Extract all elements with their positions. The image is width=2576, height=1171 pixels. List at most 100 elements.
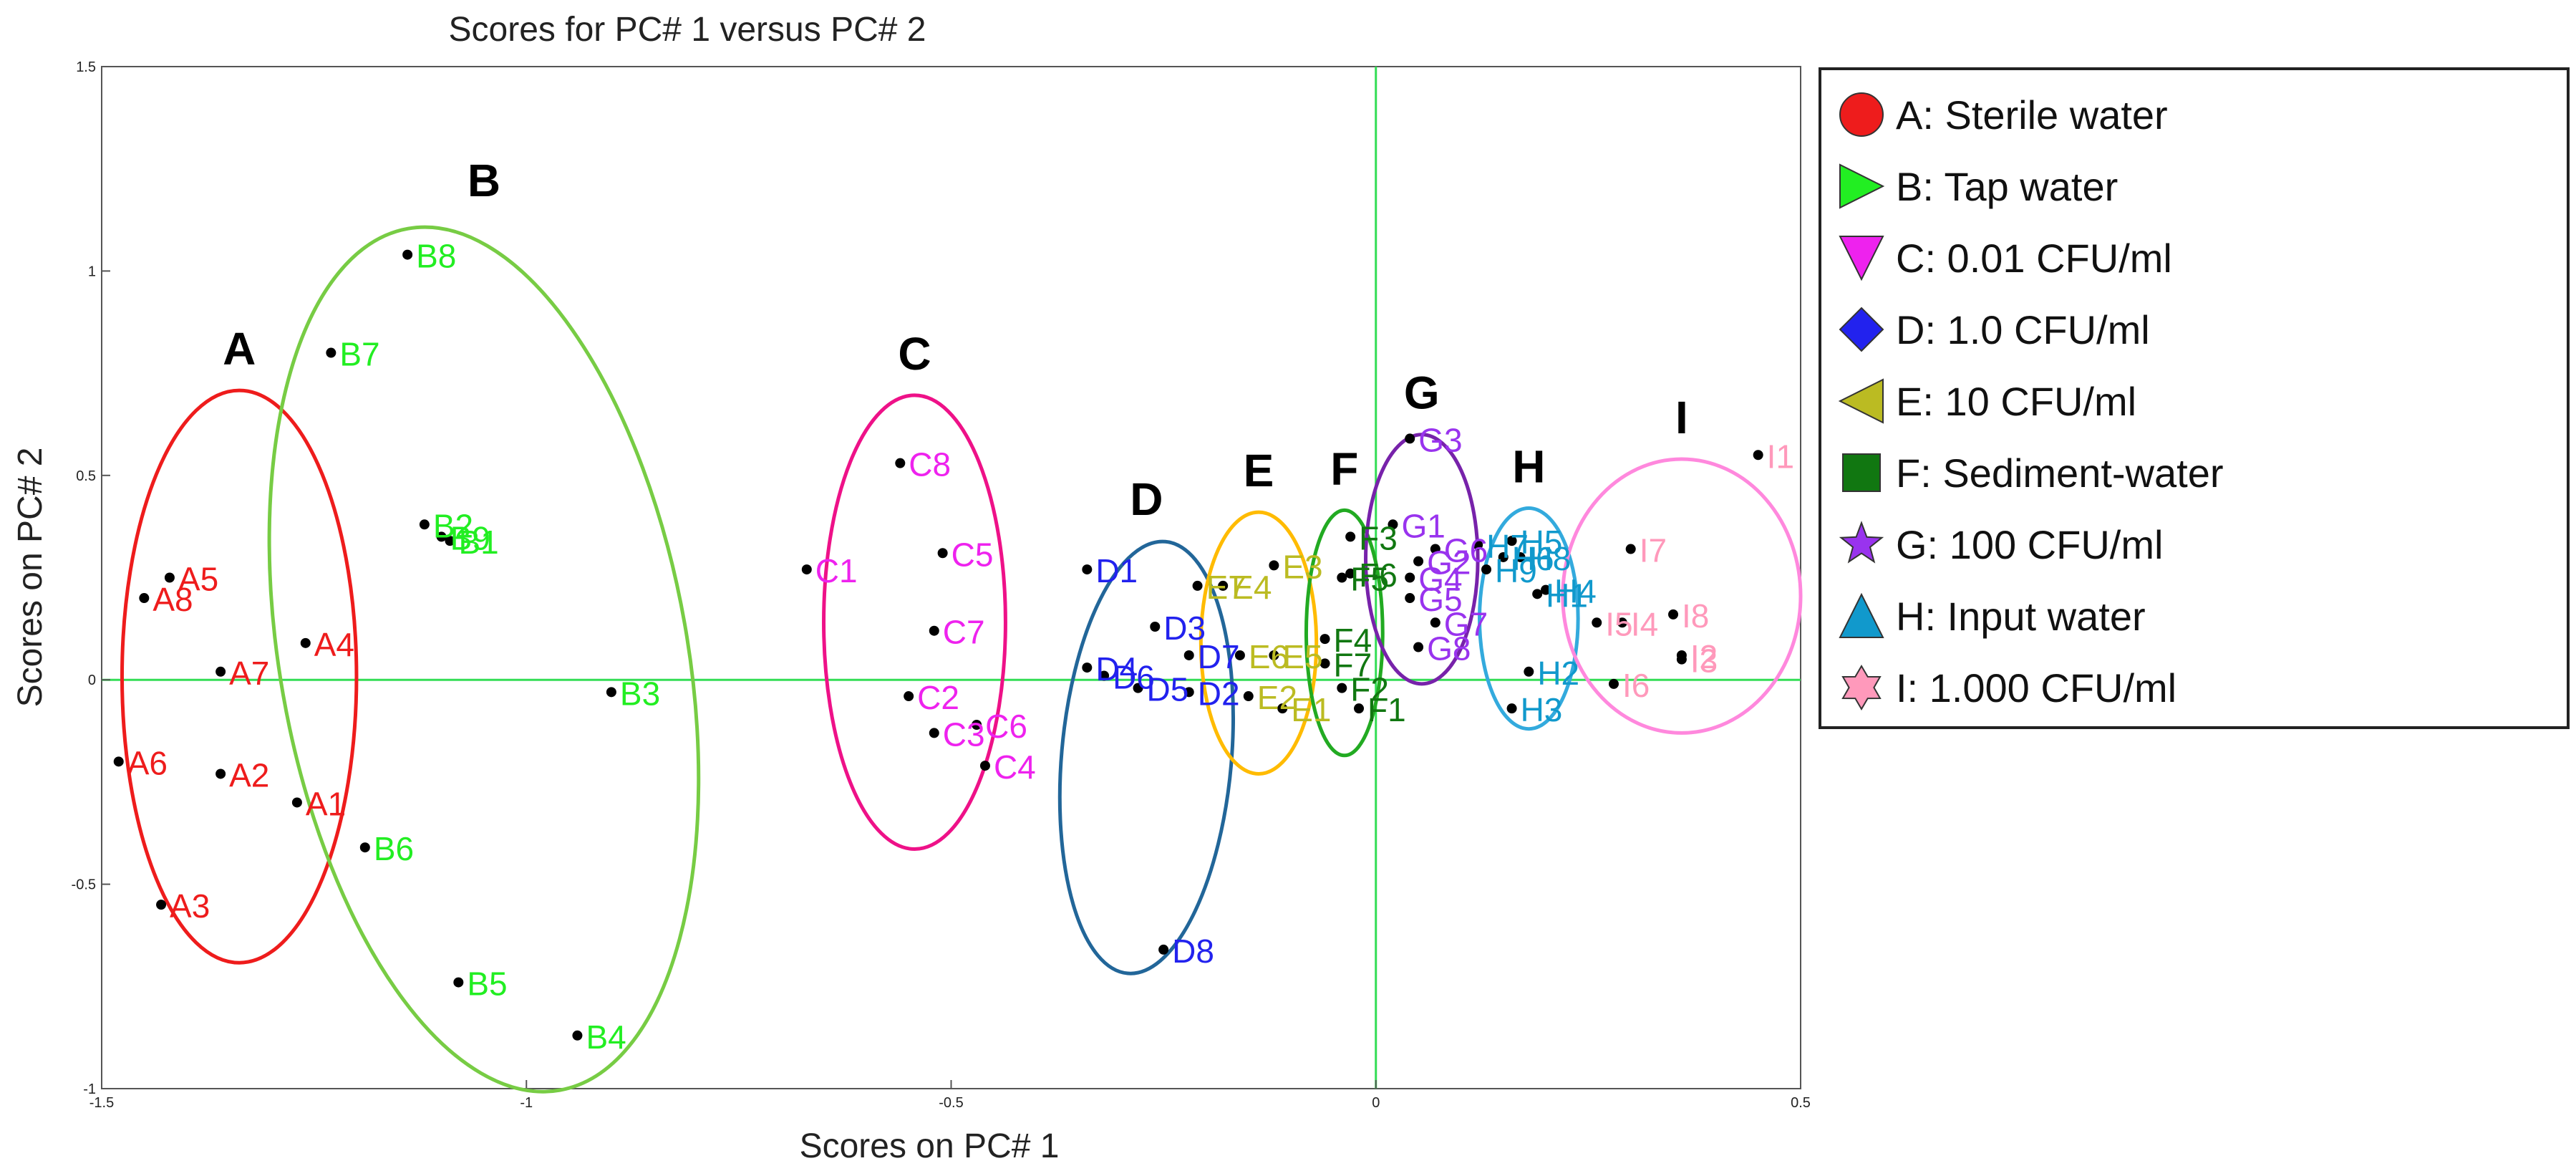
reference-lines: [102, 67, 1801, 1089]
point-label-g2: G2: [1427, 544, 1471, 582]
point-a6: [113, 756, 124, 767]
point-label-d2: D2: [1198, 675, 1240, 712]
point-h9: [1481, 564, 1491, 575]
cluster-letter-h: H: [1512, 440, 1545, 492]
point-c5: [937, 548, 948, 559]
point-label-h6: H6: [1512, 540, 1554, 577]
point-label-f4: F4: [1334, 622, 1372, 659]
point-h2: [1524, 666, 1534, 677]
cluster-letter-c: C: [898, 328, 931, 380]
x-tick-label: 0: [1372, 1095, 1380, 1111]
point-e1: [1277, 703, 1288, 714]
legend-marker-b: [1839, 163, 1885, 209]
legend-label-i: I: 1.000 CFU/ml: [1896, 665, 2176, 710]
point-label-a5: A5: [178, 561, 218, 598]
point-label-f2: F2: [1350, 671, 1389, 708]
point-label-b3: B3: [620, 675, 660, 712]
point-label-d1: D1: [1095, 552, 1138, 589]
point-d2: [1183, 687, 1194, 698]
point-label-a3: A3: [170, 887, 210, 925]
point-label-b7: B7: [339, 336, 379, 373]
y-tick-label: 1.5: [76, 59, 96, 75]
legend-marker-f: [1842, 453, 1881, 492]
point-label-b9: B9: [450, 519, 490, 556]
point-label-b6: B6: [374, 830, 414, 867]
legend-box: [1819, 67, 2570, 729]
cluster-ellipses: [120, 225, 1803, 1094]
point-b5: [453, 977, 464, 988]
point-label-b2: B2: [433, 507, 473, 544]
point-e7: [1192, 580, 1203, 591]
point-g4: [1405, 572, 1415, 583]
point-label-h3: H3: [1521, 691, 1563, 728]
point-g7: [1430, 617, 1440, 628]
y-tick-label: 0: [88, 673, 96, 688]
point-g3: [1405, 433, 1415, 444]
point-i4: [1617, 617, 1627, 628]
point-d3: [1150, 621, 1161, 632]
point-h1: [1532, 589, 1543, 599]
point-f4: [1320, 634, 1330, 645]
legend: A: Sterile water B: Tap water C: 0.01 CFU/…: [1819, 67, 2570, 729]
ellipse-b: [267, 225, 701, 1094]
cluster-letter-d: D: [1130, 473, 1163, 525]
point-a4: [300, 637, 311, 648]
point-label-f3: F3: [1359, 519, 1398, 556]
point-e4: [1218, 580, 1229, 591]
point-d7: [1183, 650, 1194, 660]
legend-label-a: A: Sterile water: [1896, 92, 2168, 138]
point-f2: [1337, 683, 1347, 693]
chart-title: Scores for PC# 1 versus PC# 2: [449, 11, 926, 49]
cluster-letters: A B C D E FG H I: [223, 155, 1688, 525]
legend-label-f: F: Sediment-water: [1896, 450, 2224, 496]
point-label-a6: A6: [127, 744, 168, 781]
point-label-d6: D6: [1113, 658, 1155, 695]
legend-label-d: D: 1.0 CFU/ml: [1896, 307, 2150, 352]
point-a3: [156, 900, 167, 910]
point-label-c7: C7: [943, 614, 985, 651]
data-points: [113, 249, 1763, 1041]
point-label-d5: D5: [1147, 671, 1189, 708]
point-label-b1: B1: [458, 524, 498, 561]
point-f6: [1345, 568, 1356, 579]
legend-label-g: G: 100 CFU/ml: [1896, 522, 2163, 567]
point-label-h2: H2: [1537, 655, 1579, 692]
point-label-i6: I6: [1622, 667, 1650, 704]
point-b6: [359, 842, 370, 853]
point-c4: [979, 761, 990, 771]
point-c6: [972, 719, 982, 730]
point-i6: [1608, 678, 1619, 689]
point-f5: [1337, 572, 1347, 583]
point-label-e2: E2: [1257, 679, 1297, 716]
point-d4: [1082, 662, 1093, 673]
legend-marker-d: [1839, 307, 1884, 352]
point-label-b4: B4: [586, 1018, 626, 1056]
y-axis-title: Scores on PC# 2: [11, 448, 49, 708]
point-h7: [1473, 539, 1483, 550]
point-label-i3: I3: [1690, 642, 1718, 680]
y-tick-label: -1: [83, 1081, 96, 1097]
point-e6: [1234, 650, 1245, 660]
point-d1: [1082, 564, 1093, 575]
legend-label-b: B: Tap water: [1896, 164, 2118, 209]
point-label-g1: G1: [1401, 507, 1445, 544]
ellipse-i: [1561, 457, 1803, 735]
point-b3: [606, 687, 616, 698]
point-c8: [895, 458, 906, 468]
point-b9: [436, 531, 447, 542]
y-tick-label: -0.5: [72, 877, 96, 893]
point-c7: [929, 625, 939, 636]
point-g2: [1413, 556, 1424, 567]
legend-marker-a: [1839, 92, 1884, 137]
cluster-letter-e: E: [1244, 445, 1274, 496]
point-g8: [1413, 642, 1424, 652]
point-label-g8: G8: [1427, 630, 1471, 668]
point-label-c8: C8: [909, 446, 951, 483]
point-label-g4: G4: [1418, 561, 1462, 598]
point-label-g5: G5: [1418, 581, 1462, 618]
legend-label-e: E: 10 CFU/ml: [1896, 379, 2136, 424]
point-label-d7: D7: [1198, 638, 1240, 675]
point-label-c3: C3: [943, 715, 985, 753]
ellipse-c: [822, 393, 1007, 852]
point-label-h9: H9: [1495, 552, 1537, 589]
